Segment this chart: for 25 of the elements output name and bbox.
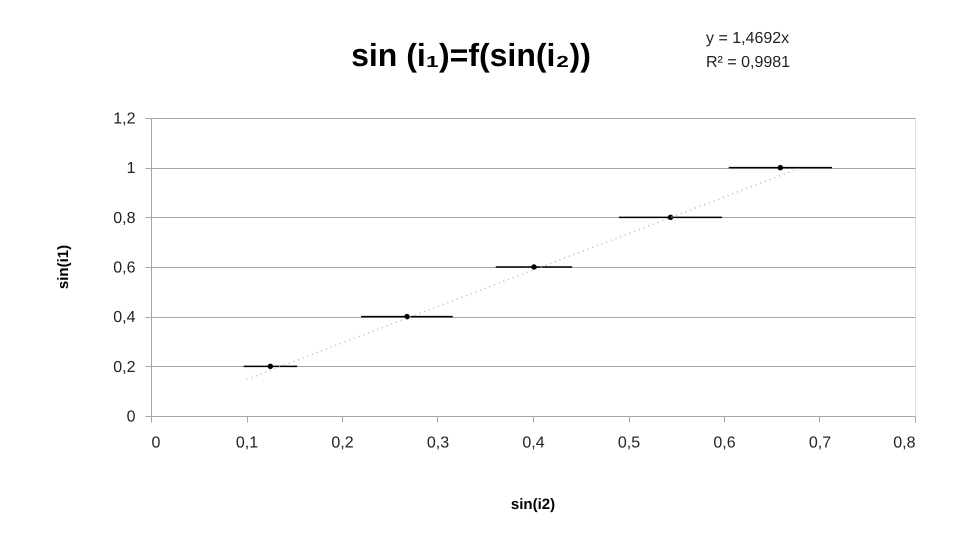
y-tick-label: 0,8 [113,210,136,227]
y-tick-label: 1 [126,160,136,178]
x-tick-label: 0,1 [236,434,258,452]
chart-title: sin (i₁)=f(sin(i₂)) [351,37,591,73]
point [404,314,410,320]
x-tick-label: 0,4 [522,434,545,452]
y-tick-label: 0 [126,408,136,426]
x-tick-label: 0,6 [713,434,736,452]
y-tick-label: 1,2 [113,110,136,128]
x-tick-label: 0,5 [618,434,640,452]
x-tick-label: 0,2 [331,434,354,452]
y-axis-title: sin(i1) [55,244,72,290]
y-tick-label: 0,6 [113,260,136,276]
y-tick-label: 0,4 [113,309,136,326]
y-tick-label: 0,2 [113,358,136,376]
point [268,364,274,370]
x-tick-label: 0,3 [426,434,450,452]
x-tick-label: 0,8 [893,434,916,452]
x-tick-label: 0 [152,434,160,452]
point [531,264,537,270]
point [778,164,784,170]
text: R² = 0,9981 [706,54,790,71]
x-tick-label: 0,7 [808,434,832,452]
text: y = 1,4692x [706,30,790,47]
x-axis-title: sin(i2) [510,496,556,513]
